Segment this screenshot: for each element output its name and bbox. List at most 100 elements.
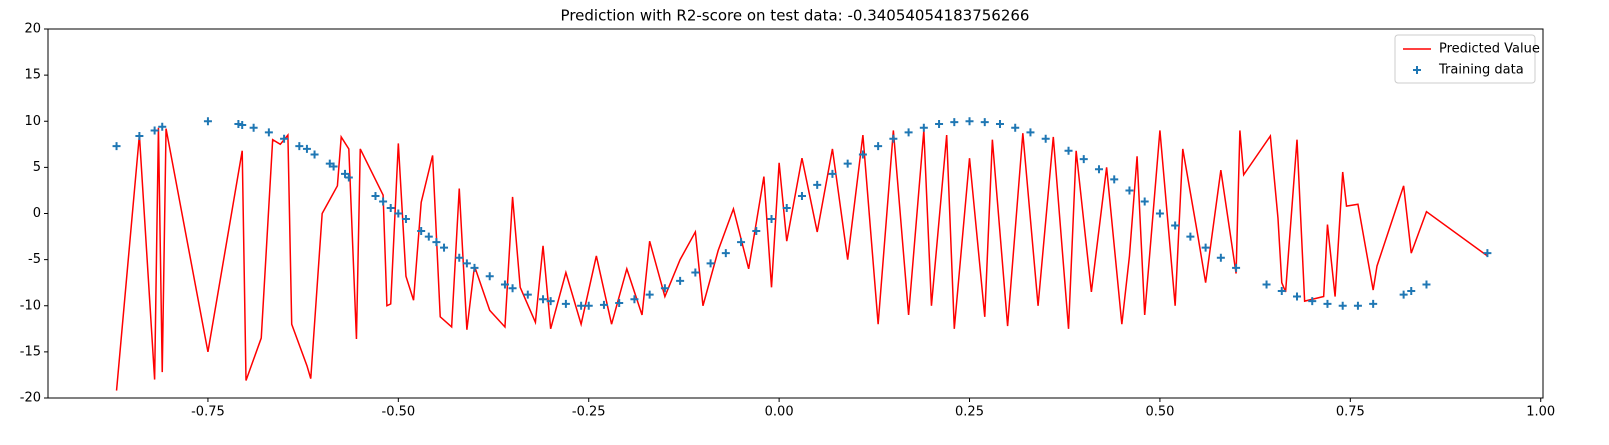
training-point [584, 301, 593, 310]
training-point [295, 142, 304, 151]
training-point [599, 300, 608, 309]
x-tick-label: -0.50 [382, 405, 416, 420]
training-point [1308, 297, 1317, 306]
training-point [344, 173, 353, 182]
training-point [1293, 292, 1302, 301]
training-point [721, 249, 730, 258]
training-point [329, 162, 338, 171]
training-point [1407, 286, 1416, 295]
training-point [1041, 134, 1050, 143]
x-tick-label: 0.50 [1145, 405, 1174, 420]
training-point [386, 203, 395, 212]
training-point [660, 284, 669, 293]
legend-box [1394, 34, 1536, 84]
training-point [417, 227, 426, 236]
training-point [508, 284, 517, 293]
training-point [1140, 197, 1149, 206]
training-point [432, 238, 441, 247]
training-point [341, 169, 350, 178]
y-tick-label: -15 [20, 344, 41, 359]
training-point [706, 259, 715, 268]
training-point [889, 134, 898, 143]
training-point [394, 209, 403, 218]
training-point [500, 280, 509, 289]
training-point [645, 290, 654, 299]
training-point [1011, 123, 1020, 132]
training-point [470, 263, 479, 272]
training-point [302, 144, 311, 153]
training-point [1171, 221, 1180, 230]
training-point [615, 298, 624, 307]
training-point [1483, 249, 1492, 258]
axes-frame [47, 28, 1544, 399]
x-tick-label: 0.75 [1336, 405, 1365, 420]
training-point [1110, 175, 1119, 184]
training-point [919, 123, 928, 132]
training-point [577, 301, 586, 310]
x-tick-label: 0.25 [955, 405, 984, 420]
training-point [440, 243, 449, 252]
y-tick-label: 0 [33, 206, 41, 221]
training-point [1201, 243, 1210, 252]
training-point [424, 232, 433, 241]
training-point [1399, 290, 1408, 299]
training-point [310, 150, 319, 159]
training-point [546, 297, 555, 306]
training-point [523, 290, 532, 299]
training-point [843, 159, 852, 168]
x-tick-label: 0.00 [765, 405, 794, 420]
x-tick-label: 1.00 [1526, 405, 1555, 420]
chart-title: Prediction with R2-score on test data: -… [561, 7, 1030, 25]
training-point [150, 126, 159, 135]
training-point [1277, 286, 1286, 295]
y-tick-label: -5 [28, 252, 41, 267]
training-point [813, 180, 822, 189]
training-point [1026, 128, 1035, 137]
training-point [371, 191, 380, 200]
training-point [249, 123, 258, 132]
training-point [1422, 280, 1431, 289]
training-point [455, 253, 464, 262]
training-point [630, 295, 639, 304]
y-tick-label: 5 [33, 160, 41, 175]
y-tick-label: 20 [24, 22, 41, 37]
training-point [112, 142, 121, 151]
training-point [1232, 263, 1241, 272]
training-point [995, 120, 1004, 129]
training-point [1186, 232, 1195, 241]
training-point [203, 117, 212, 126]
legend-label: Training data [1438, 63, 1524, 78]
training-point [1155, 209, 1164, 218]
training-point [561, 299, 570, 308]
training-point [280, 134, 289, 143]
training-point [874, 142, 883, 151]
y-tick-label: -10 [20, 298, 41, 313]
training-point [1323, 299, 1332, 308]
training-point [462, 259, 471, 268]
training-point [935, 120, 944, 129]
x-tick-label: -0.75 [191, 405, 225, 420]
training-point [737, 238, 746, 247]
training-point [828, 169, 837, 178]
training-point [691, 268, 700, 277]
training-point [904, 128, 913, 137]
training-point [950, 118, 959, 127]
training-point [1216, 253, 1225, 262]
training-point [752, 227, 761, 236]
training-point [797, 191, 806, 200]
training-point [485, 272, 494, 281]
training-point [1353, 301, 1362, 310]
training-point [782, 203, 791, 212]
training-point [264, 128, 273, 137]
training-point [1094, 165, 1103, 174]
training-point [539, 295, 548, 304]
training-point [965, 117, 974, 126]
training-point [980, 118, 989, 127]
legend-marker [1413, 66, 1421, 74]
x-tick-label: -0.25 [572, 405, 606, 420]
training-point [1369, 299, 1378, 308]
y-tick-label: 10 [24, 114, 41, 129]
training-point [401, 215, 410, 224]
prediction-line [115, 127, 1488, 391]
training-point [1125, 186, 1134, 195]
